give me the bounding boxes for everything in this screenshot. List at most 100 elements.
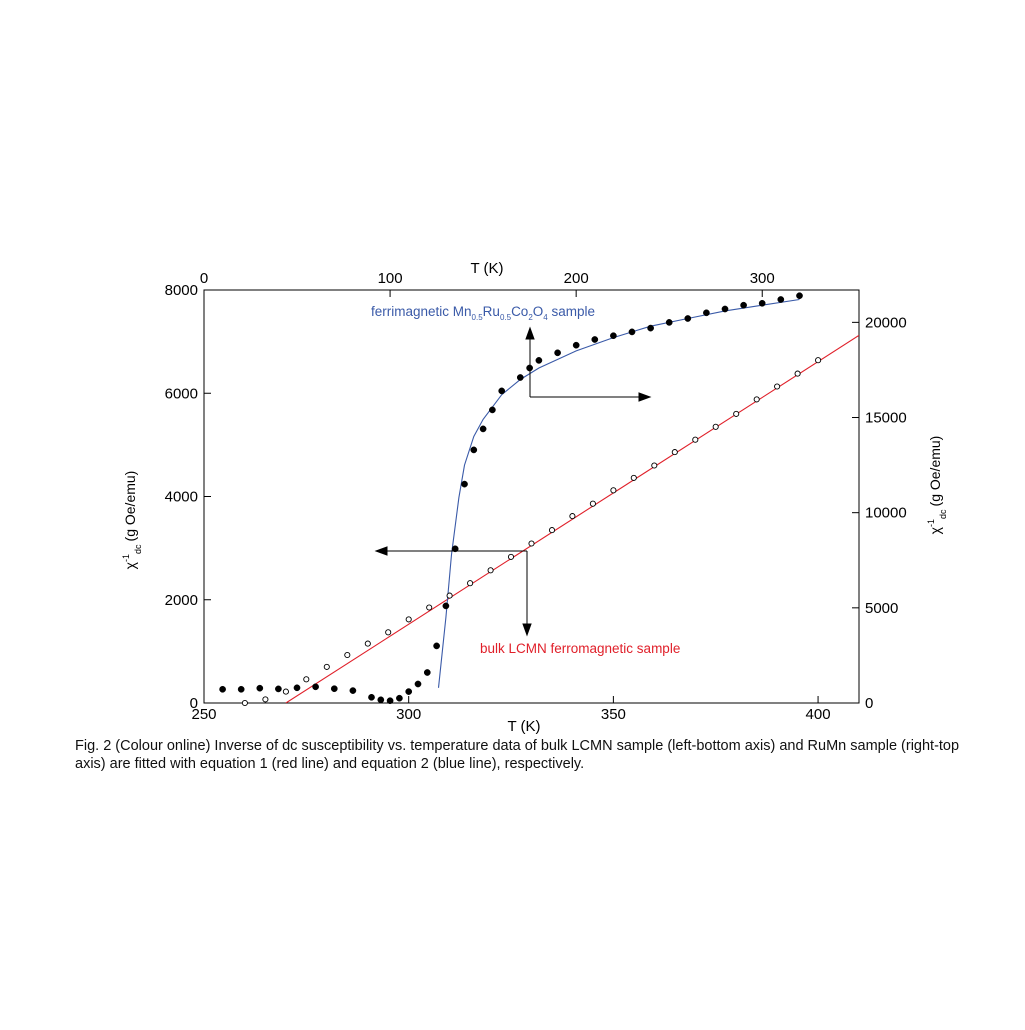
left-tick-label: 6000 xyxy=(165,385,198,402)
top-tick-label: 300 xyxy=(750,270,775,287)
filled-point xyxy=(479,425,487,433)
right-axis-label-chi: χ xyxy=(927,526,943,534)
open-point xyxy=(487,567,494,574)
left-axis-label-unit: (g Oe/emu) xyxy=(122,471,138,542)
filled-point xyxy=(442,602,450,610)
bottom-tick-label: 300 xyxy=(396,706,421,723)
right-axis-label-sub: dc xyxy=(938,509,948,519)
open-point xyxy=(364,640,371,647)
left-tick-label: 4000 xyxy=(165,489,198,506)
open-point xyxy=(733,410,740,417)
bottom-tick-label: 350 xyxy=(601,706,626,723)
filled-point xyxy=(405,688,413,695)
filled-point xyxy=(386,697,394,705)
filled-point xyxy=(330,685,338,693)
filled-point xyxy=(433,642,440,650)
annotation-ferri-sub1: 0.5 xyxy=(472,313,484,322)
right-tick-label: 5000 xyxy=(865,600,898,617)
annotation-ferri-mid2: Co xyxy=(511,304,528,319)
filled-point xyxy=(275,685,282,693)
open-point xyxy=(405,616,412,623)
filled-point xyxy=(740,301,747,309)
bottom-axis-label: T (K) xyxy=(507,718,540,735)
arrow-down-head xyxy=(522,623,532,637)
filled-point xyxy=(293,684,301,692)
filled-point xyxy=(721,305,729,313)
left-tick-label: 2000 xyxy=(165,592,198,609)
top-tick-label: 100 xyxy=(378,270,403,287)
filled-point xyxy=(758,299,766,307)
annotation-ferri-sub3: 2 xyxy=(528,313,533,322)
open-point xyxy=(385,629,392,636)
left-axis-label-sub: dc xyxy=(133,544,143,554)
filled-point xyxy=(237,685,245,693)
filled-point xyxy=(414,680,422,688)
open-point xyxy=(794,370,801,377)
right-tick-label: 0 xyxy=(865,695,873,712)
filled-point xyxy=(377,696,385,704)
left-tick-label: 0 xyxy=(190,695,198,712)
open-point xyxy=(589,500,596,507)
filled-point xyxy=(349,687,357,694)
right-tick-label: 10000 xyxy=(865,505,907,522)
filled-point xyxy=(777,296,785,303)
open-point xyxy=(753,396,760,403)
filled-point xyxy=(256,684,264,692)
filled-point xyxy=(796,292,803,300)
filled-point xyxy=(423,669,431,676)
figure-caption: Fig. 2 (Colour online) Inverse of dc sus… xyxy=(75,738,960,772)
open-point xyxy=(467,580,474,587)
annotation-ferri-sub4: 4 xyxy=(543,313,548,322)
filled-point xyxy=(684,315,692,322)
open-point xyxy=(548,527,556,534)
arrow-right-head xyxy=(638,392,652,402)
annotation-ferri-post: sample xyxy=(548,304,595,319)
filled-point xyxy=(219,685,226,693)
left-axis-label-chi: χ xyxy=(122,561,138,569)
open-point xyxy=(262,696,269,703)
filled-point xyxy=(591,336,599,343)
open-point xyxy=(712,423,719,430)
open-point xyxy=(815,357,822,364)
open-point xyxy=(692,436,699,443)
filled-point xyxy=(368,693,375,701)
filled-point xyxy=(396,694,403,702)
open-point xyxy=(507,553,515,560)
open-point xyxy=(630,474,637,481)
right-axis-label-unit: (g Oe/emu) xyxy=(927,436,943,507)
filled-point xyxy=(470,446,478,454)
top-axis-label: T (K) xyxy=(470,260,503,277)
left-axis-label: χ-1dc (g Oe/emu) xyxy=(121,471,143,570)
open-point xyxy=(344,651,351,659)
open-point xyxy=(282,688,289,695)
filled-point xyxy=(516,374,524,381)
open-point xyxy=(426,604,433,611)
open-point xyxy=(610,487,617,494)
open-point xyxy=(446,592,453,599)
top-tick-label: 200 xyxy=(564,270,589,287)
left-tick-label: 8000 xyxy=(165,282,198,299)
open-point xyxy=(323,663,330,670)
filled-point xyxy=(647,324,654,332)
axis-arrows xyxy=(374,326,652,637)
annotation-ferrimagnetic: ferrimagnetic Mn0.5Ru0.5Co2O4 sample xyxy=(371,304,595,322)
left-axis-label-sup: -1 xyxy=(121,554,131,562)
axis-ticks: 250 300 350 4000 100 200 300020004000600080000… xyxy=(165,270,907,723)
fit-line-2 xyxy=(285,334,859,703)
filled-point xyxy=(489,406,496,414)
annotation-ferri-mid1: Ru xyxy=(483,304,500,319)
filled-point xyxy=(554,349,561,357)
right-axis-label: χ-1dc (g Oe/emu) xyxy=(926,436,948,535)
filled-point xyxy=(665,319,673,326)
open-point xyxy=(671,449,678,456)
filled-point xyxy=(312,683,319,691)
annotation-bulk-lcmn: bulk LCMN ferromagnetic sample xyxy=(480,641,680,656)
filled-point xyxy=(572,341,580,349)
open-point xyxy=(774,383,781,390)
bottom-tick-label: 400 xyxy=(806,706,831,723)
filled-point xyxy=(535,357,543,364)
filled-point xyxy=(498,387,506,395)
right-tick-label: 20000 xyxy=(865,314,907,331)
